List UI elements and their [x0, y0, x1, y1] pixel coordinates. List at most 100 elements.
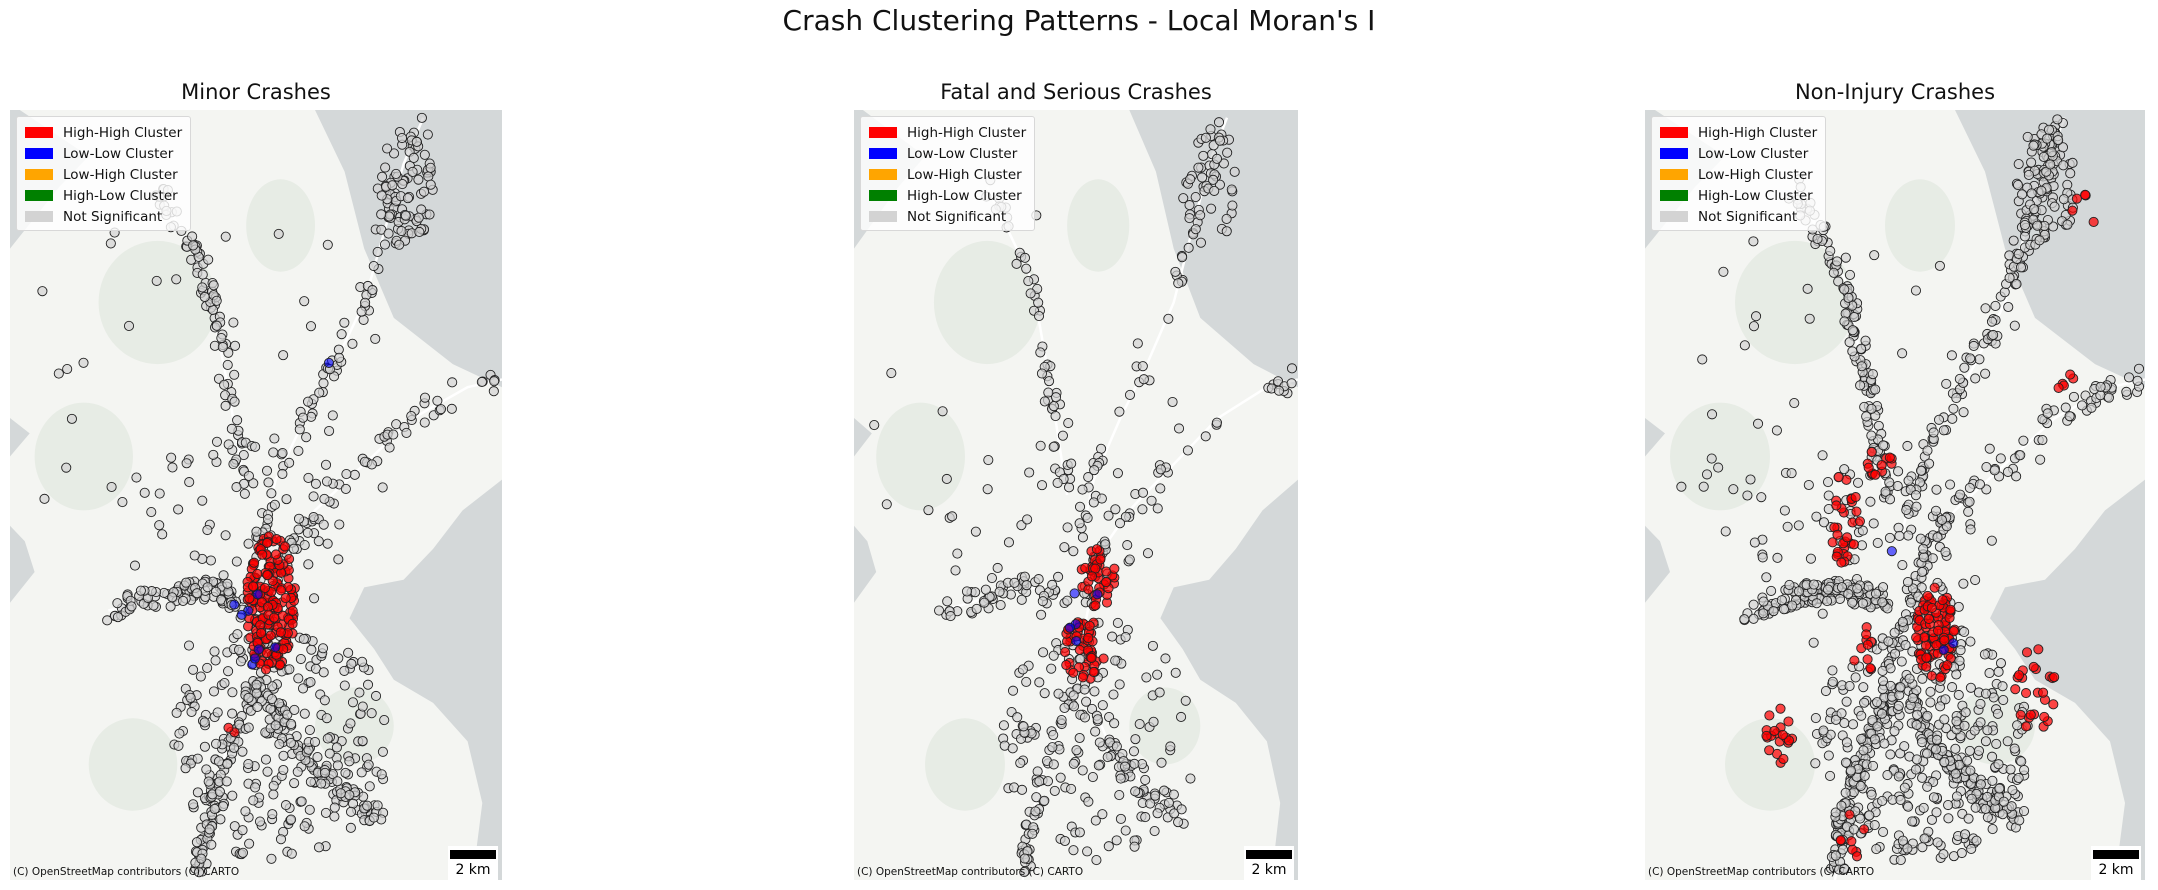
- crash-point: [1958, 578, 1969, 589]
- crash-point: [1986, 316, 1998, 327]
- crash-point: [1830, 714, 1842, 725]
- crash-point: [1047, 579, 1058, 590]
- crash-point: [197, 269, 208, 280]
- crash-point: [400, 210, 411, 221]
- crash-point: [321, 476, 333, 487]
- crash-point: [1866, 403, 1877, 414]
- crash-point: [1921, 652, 1932, 663]
- crash-point: [1185, 174, 1196, 185]
- crash-point: [1974, 354, 1985, 365]
- crash-point: [2132, 375, 2143, 386]
- crash-point: [1184, 200, 1195, 211]
- crash-point: [1929, 582, 1940, 593]
- crash-point: [396, 225, 407, 237]
- crash-point: [1916, 465, 1927, 476]
- crash-point: [1214, 179, 1225, 190]
- park-area: [1885, 179, 1955, 272]
- map-plot: [854, 110, 1298, 880]
- crash-point: [228, 317, 239, 328]
- crash-point: [983, 455, 994, 466]
- legend-label: Not Significant: [63, 208, 163, 225]
- crash-point: [211, 295, 222, 306]
- legend-label: High-Low Cluster: [907, 187, 1022, 204]
- crash-point: [1100, 539, 1111, 550]
- legend-swatch: [1660, 148, 1688, 159]
- crash-point: [1170, 667, 1181, 678]
- legend-label: High-Low Cluster: [1698, 187, 1813, 204]
- crash-point: [213, 756, 225, 767]
- park-area: [1129, 687, 1201, 765]
- crash-point: [260, 664, 272, 675]
- crash-point: [1935, 701, 1946, 712]
- crash-point: [1034, 776, 1045, 787]
- legend-item: Low-High Cluster: [869, 164, 1026, 185]
- crash-point: [259, 582, 271, 594]
- crash-point: [1984, 443, 1995, 454]
- crash-point: [221, 776, 232, 787]
- crash-point: [1083, 472, 1094, 483]
- crash-point: [320, 807, 332, 818]
- series-high-high: [223, 531, 300, 738]
- crash-point: [363, 759, 374, 770]
- crash-point: [2015, 709, 2026, 720]
- crash-point: [1198, 150, 1209, 161]
- crash-point: [1811, 598, 1822, 609]
- crash-point: [1086, 703, 1098, 715]
- map-area[interactable]: [854, 110, 1298, 880]
- crash-point: [318, 667, 329, 678]
- legend-swatch: [25, 127, 53, 138]
- crash-point: [2022, 131, 2033, 142]
- crash-point: [980, 584, 991, 595]
- crash-point: [228, 459, 239, 470]
- crash-point: [2052, 114, 2063, 125]
- crash-point: [1867, 369, 1878, 380]
- crash-point: [284, 664, 295, 675]
- crash-point: [1847, 597, 1858, 608]
- crash-point: [215, 814, 226, 825]
- park-area: [925, 718, 1005, 811]
- crash-point: [961, 586, 973, 597]
- crash-point: [197, 282, 208, 293]
- crash-point: [1142, 548, 1154, 559]
- crash-point: [435, 404, 447, 415]
- crash-point: [1928, 427, 1939, 438]
- crash-point: [331, 742, 342, 753]
- crash-point: [2016, 756, 2027, 767]
- crash-point: [1910, 764, 1922, 775]
- crash-point: [1036, 480, 1048, 491]
- crash-point: [1918, 543, 1929, 554]
- crash-point: [1861, 411, 1872, 422]
- crash-point: [1911, 754, 1922, 765]
- crash-point: [1185, 773, 1196, 784]
- legend-swatch: [869, 148, 897, 159]
- crash-point: [1974, 479, 1986, 490]
- crash-point: [2049, 201, 2060, 212]
- crash-point: [1152, 503, 1163, 514]
- crash-point: [2065, 168, 2076, 179]
- crash-point: [1884, 477, 1895, 488]
- map-area[interactable]: [10, 110, 502, 880]
- crash-point: [1053, 571, 1064, 582]
- crash-point: [366, 459, 377, 470]
- map-area[interactable]: [1645, 110, 2145, 880]
- crash-point: [2026, 157, 2037, 168]
- series-low-low: [1064, 588, 1103, 647]
- crash-point: [1849, 655, 1860, 666]
- crash-point: [1885, 749, 1896, 760]
- crash-point: [211, 320, 222, 331]
- crash-point: [1876, 459, 1887, 471]
- crash-point: [1768, 606, 1779, 617]
- crash-point: [286, 718, 297, 730]
- crash-point: [422, 129, 433, 140]
- crash-point: [1748, 613, 1759, 624]
- crash-point: [1229, 166, 1240, 177]
- crash-point: [1951, 669, 1962, 680]
- crash-point: [2058, 160, 2069, 171]
- crash-point: [1163, 797, 1174, 808]
- crash-point: [1221, 226, 1232, 237]
- crash-point: [370, 333, 381, 344]
- crash-point: [971, 603, 982, 614]
- crash-point: [1039, 688, 1050, 699]
- crash-point: [1833, 276, 1844, 287]
- crash-point: [1771, 425, 1782, 436]
